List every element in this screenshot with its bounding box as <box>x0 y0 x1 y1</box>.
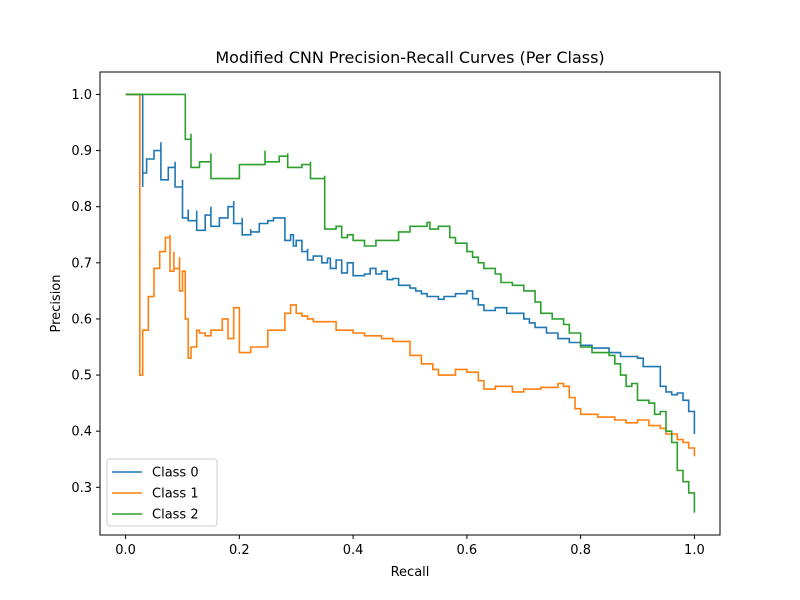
y-tick-label: 0.3 <box>71 481 92 496</box>
x-tick-label: 1.0 <box>684 543 705 558</box>
y-tick-label: 0.8 <box>71 200 92 215</box>
legend-label: Class 2 <box>152 508 199 523</box>
legend-label: Class 0 <box>152 466 199 481</box>
y-tick-label: 0.6 <box>71 312 92 327</box>
series-line-class-0 <box>125 93 696 434</box>
y-tick-label: 0.9 <box>71 144 92 159</box>
y-tick-label: 0.4 <box>71 425 92 440</box>
series-line-class-2 <box>125 93 696 513</box>
y-tick-label: 0.5 <box>71 369 92 384</box>
chart-title: Modified CNN Precision-Recall Curves (Pe… <box>215 48 604 67</box>
legend-label: Class 1 <box>152 487 199 502</box>
plot-frame <box>99 71 721 536</box>
legend-box <box>106 458 218 527</box>
y-axis-label: Precision <box>49 274 64 332</box>
series-line-class-1 <box>125 93 696 457</box>
y-tick-label: 1.0 <box>71 88 92 103</box>
y-tick-label: 0.7 <box>71 256 92 271</box>
x-axis-label: Recall <box>391 565 430 580</box>
x-tick-label: 0.8 <box>570 543 591 558</box>
x-tick-label: 0.4 <box>343 543 364 558</box>
series-layer <box>125 93 696 513</box>
axes-layer: 0.0 0.2 0.4 0.6 0.8 1.0 0.3 0.4 0.5 0.6 0.7 0.8 0.9 1… <box>71 88 704 558</box>
x-tick-label: 0.6 <box>457 543 478 558</box>
legend: Class 0 Class 1 Class 2 <box>106 458 218 527</box>
x-tick-label: 0.0 <box>115 543 136 558</box>
x-tick-label: 0.2 <box>229 543 250 558</box>
